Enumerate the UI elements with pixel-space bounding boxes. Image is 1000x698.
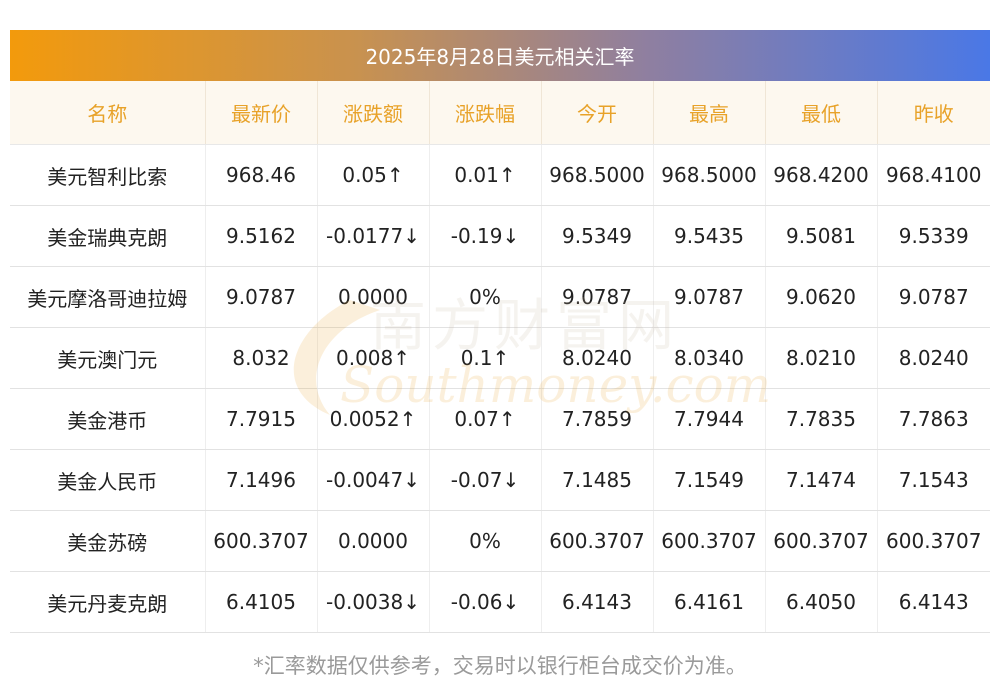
currency-name-cell: 美金瑞典克朗 [10,205,206,267]
change-amount-cell: -0.0047↓ [317,449,430,511]
change-amount-cell: -0.0038↓ [317,571,430,633]
change-percent-cell: 0% [429,510,542,572]
change-percent-cell: -0.07↓ [429,449,542,511]
high-price-cell: 968.5000 [653,144,766,206]
table-row: 美元智利比索 968.46 0.05↑ 0.01↑ 968.5000 968.5000 96… [10,144,990,206]
low-price-cell: 968.4200 [765,144,878,206]
open-price-cell: 600.3707 [541,510,654,572]
open-price-cell: 8.0240 [541,327,654,389]
change-amount-cell: 0.0000 [317,510,430,572]
high-price-cell: 7.7944 [653,388,766,450]
prev-close-cell: 8.0240 [877,327,990,389]
change-percent-cell: -0.19↓ [429,205,542,267]
high-price-cell: 7.1549 [653,449,766,511]
low-price-cell: 9.5081 [765,205,878,267]
low-price-cell: 8.0210 [765,327,878,389]
table-row: 美金人民币 7.1496 -0.0047↓ -0.07↓ 7.1485 7.1549 7.1… [10,449,990,511]
prev-close-cell: 600.3707 [877,510,990,572]
low-price-cell: 6.4050 [765,571,878,633]
exchange-rate-table: 名称 最新价 涨跌额 涨跌幅 今开 最高 最低 昨收 美元智利比索 968.46 0… [10,81,990,633]
table-row: 美金港币 7.7915 0.0052↑ 0.07↑ 7.7859 7.7944 7.7835… [10,388,990,450]
latest-price-cell: 9.5162 [205,205,318,267]
table-row: 美元摩洛哥迪拉姆 9.0787 0.0000 0% 9.0787 9.0787 9.0620… [10,266,990,328]
open-price-cell: 9.0787 [541,266,654,328]
change-amount-cell: 0.008↑ [317,327,430,389]
open-price-cell: 7.1485 [541,449,654,511]
prev-close-cell: 9.5339 [877,205,990,267]
high-price-cell: 9.5435 [653,205,766,267]
table-title: 2025年8月28日美元相关汇率 [10,30,990,81]
currency-name-cell: 美元澳门元 [10,327,206,389]
change-amount-cell: -0.0177↓ [317,205,430,267]
latest-price-cell: 8.032 [205,327,318,389]
disclaimer-footnote: *汇率数据仅供参考，交易时以银行柜台成交价为准。 [253,654,747,678]
prev-close-cell: 7.7863 [877,388,990,450]
latest-price-cell: 968.46 [205,144,318,206]
header-row: 名称 最新价 涨跌额 涨跌幅 今开 最高 最低 昨收 [10,81,990,145]
high-price-cell: 6.4161 [653,571,766,633]
latest-price-cell: 9.0787 [205,266,318,328]
currency-name-cell: 美金苏磅 [10,510,206,572]
currency-name-cell: 美金港币 [10,388,206,450]
prev-close-cell: 968.4100 [877,144,990,206]
low-price-cell: 600.3707 [765,510,878,572]
latest-price-cell: 6.4105 [205,571,318,633]
table-row: 美金苏磅 600.3707 0.0000 0% 600.3707 600.3707 600.… [10,510,990,572]
latest-price-cell: 600.3707 [205,510,318,572]
prev-close-cell: 9.0787 [877,266,990,328]
currency-name-cell: 美元摩洛哥迪拉姆 [10,266,206,328]
prev-close-cell: 7.1543 [877,449,990,511]
currency-name-cell: 美元智利比索 [10,144,206,206]
column-header-name: 名称 [10,81,206,145]
open-price-cell: 6.4143 [541,571,654,633]
open-price-cell: 9.5349 [541,205,654,267]
column-header-low: 最低 [765,81,878,145]
column-header-high: 最高 [653,81,766,145]
change-percent-cell: 0% [429,266,542,328]
change-percent-cell: 0.01↑ [429,144,542,206]
change-percent-cell: -0.06↓ [429,571,542,633]
open-price-cell: 968.5000 [541,144,654,206]
latest-price-cell: 7.1496 [205,449,318,511]
column-header-change-pct: 涨跌幅 [429,81,542,145]
column-header-latest: 最新价 [205,81,318,145]
latest-price-cell: 7.7915 [205,388,318,450]
change-percent-cell: 0.1↑ [429,327,542,389]
low-price-cell: 7.7835 [765,388,878,450]
column-header-change: 涨跌额 [317,81,430,145]
high-price-cell: 600.3707 [653,510,766,572]
table-row: 美元澳门元 8.032 0.008↑ 0.1↑ 8.0240 8.0340 8.0210 8.… [10,327,990,389]
column-header-open: 今开 [541,81,654,145]
currency-name-cell: 美金人民币 [10,449,206,511]
low-price-cell: 7.1474 [765,449,878,511]
change-amount-cell: 0.05↑ [317,144,430,206]
high-price-cell: 9.0787 [653,266,766,328]
change-percent-cell: 0.07↑ [429,388,542,450]
change-amount-cell: 0.0000 [317,266,430,328]
low-price-cell: 9.0620 [765,266,878,328]
prev-close-cell: 6.4143 [877,571,990,633]
currency-name-cell: 美元丹麦克朗 [10,571,206,633]
high-price-cell: 8.0340 [653,327,766,389]
change-amount-cell: 0.0052↑ [317,388,430,450]
open-price-cell: 7.7859 [541,388,654,450]
table-row: 美元丹麦克朗 6.4105 -0.0038↓ -0.06↓ 6.4143 6.4161 6.… [10,571,990,633]
column-header-prev-close: 昨收 [877,81,990,145]
table-row: 美金瑞典克朗 9.5162 -0.0177↓ -0.19↓ 9.5349 9.5435 9.… [10,205,990,267]
